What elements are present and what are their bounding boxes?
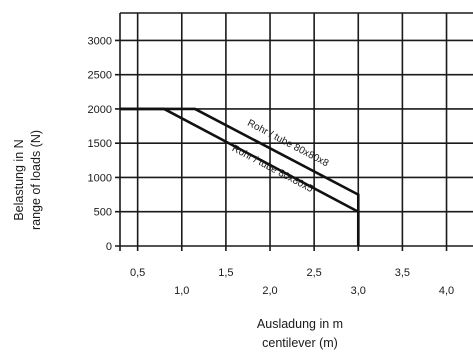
y-axis-label-line-2: range of loads (N) bbox=[29, 130, 43, 230]
x-tick-label-upper-1: 1,5 bbox=[218, 267, 233, 279]
y-tick-label-4: 2000 bbox=[88, 104, 112, 116]
y-axis-label-line-1: Belastung in N bbox=[12, 139, 26, 220]
y-tick-label-6: 3000 bbox=[88, 35, 112, 47]
x-tick-label-lower-2: 3,0 bbox=[351, 285, 366, 297]
y-tick-label-2: 1000 bbox=[88, 172, 112, 184]
tick-labels: 0 500 1000 1500 2000 2500 3000 0,5 1,5 2,5 3,5 1,0 2… bbox=[88, 35, 455, 297]
x-tick-label-lower-1: 2,0 bbox=[262, 285, 277, 297]
x-tick-label-upper-0: 0,5 bbox=[130, 267, 145, 279]
series-line-1 bbox=[120, 107, 360, 246]
x-tick-label-upper-3: 3,5 bbox=[395, 267, 410, 279]
x-axis-label-line-2: centilever (m) bbox=[262, 336, 338, 350]
x-tick-label-lower-3: 4,0 bbox=[439, 285, 454, 297]
grid bbox=[115, 12, 473, 251]
y-tick-label-1: 500 bbox=[94, 207, 112, 219]
y-tick-label-3: 1500 bbox=[88, 138, 112, 150]
x-tick-label-lower-0: 1,0 bbox=[174, 285, 189, 297]
y-tick-label-5: 2500 bbox=[88, 70, 112, 82]
x-tick-label-upper-2: 2,5 bbox=[307, 267, 322, 279]
x-axis-label-line-1: Ausladung in m bbox=[257, 317, 343, 331]
y-tick-label-0: 0 bbox=[106, 241, 112, 253]
series-lines bbox=[120, 107, 360, 246]
